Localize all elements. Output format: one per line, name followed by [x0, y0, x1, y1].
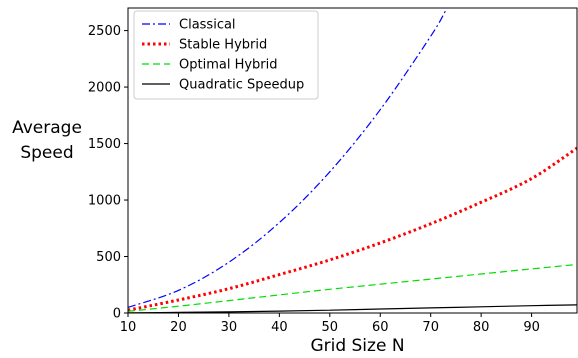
x-tick-label: 30	[221, 320, 238, 335]
x-tick-label: 40	[271, 320, 288, 335]
legend: Classical Stable Hybrid Optimal Hybrid Quad…	[133, 10, 319, 100]
axis-ticks: 10 20 30 40 50 60 70 80 90 0 500 1000 1500 2000 2500	[88, 24, 540, 335]
y-tick-label: 500	[96, 250, 121, 265]
series-line-stable-hybrid	[128, 146, 577, 312]
x-tick-label: 70	[422, 320, 439, 335]
plot-lines	[128, 9, 577, 313]
legend-label: Classical	[179, 18, 236, 33]
y-tick-label: 1500	[88, 137, 121, 152]
y-tick-label: 2500	[88, 24, 121, 39]
legend-box	[133, 10, 319, 100]
y-axis-label-line-2: Speed	[20, 143, 73, 163]
x-tick-label: 10	[120, 320, 137, 335]
legend-label: Stable Hybrid	[179, 38, 267, 53]
legend-label: Quadratic Speedup	[179, 78, 304, 93]
y-tick-label: 2000	[88, 81, 121, 96]
series-line-classical	[128, 9, 447, 308]
y-tick-label: 1000	[88, 194, 121, 209]
series-line-optimal-hybrid	[128, 263, 577, 312]
y-axis-label-line-1: Average	[12, 118, 82, 138]
x-tick-label: 50	[322, 320, 339, 335]
legend-label: Optimal Hybrid	[179, 58, 278, 73]
x-tick-label: 90	[523, 320, 540, 335]
plot-frame	[127, 7, 578, 314]
x-axis-label: Grid Size N	[310, 336, 404, 356]
x-tick-label: 60	[372, 320, 389, 335]
x-tick-label: 80	[473, 320, 490, 335]
series-line-quadratic-speedup	[128, 304, 577, 313]
y-tick-label: 0	[113, 307, 121, 322]
x-tick-label: 20	[170, 320, 187, 335]
